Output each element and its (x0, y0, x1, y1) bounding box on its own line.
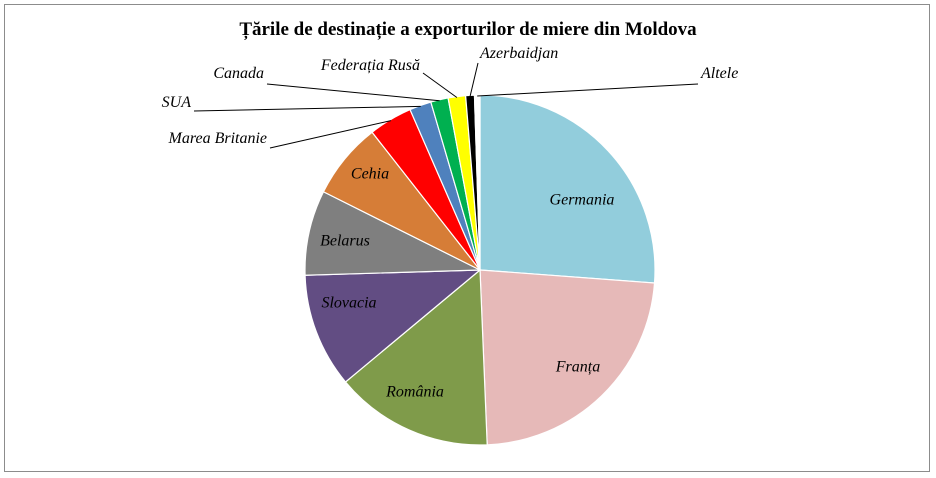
slice-label-azerbaidjan: Azerbaidjan (479, 45, 558, 62)
leader-line-sua (193, 105, 421, 112)
slice-labels: Germania Franța România Slovacia Belarus Cehi… (162, 45, 739, 401)
slice-label-altele: Altele (700, 65, 738, 82)
pie-slice-altele (473, 94, 481, 271)
leader-lines (193, 62, 699, 149)
slice-label-romania: România (385, 384, 444, 401)
pie-slice-franta (479, 269, 656, 446)
slice-label-sua: SUA (162, 94, 192, 111)
pie-slices (304, 94, 656, 446)
leader-line-azerbaidjan (469, 62, 479, 97)
leader-line-altele (477, 83, 699, 97)
slice-label-belarus: Belarus (320, 233, 370, 250)
leader-line-canada (266, 83, 440, 102)
pie-slice-romania (344, 268, 488, 446)
slice-label-cehia: Cehia (351, 166, 389, 183)
pie-slice-germania (479, 94, 656, 284)
slice-label-canada: Canada (213, 65, 264, 82)
slice-label-marea-britanie: Marea Britanie (168, 130, 268, 147)
chart-title: Țările de destinație a exporturilor de m… (239, 19, 697, 40)
leader-line-marea-britanie (269, 120, 392, 149)
slice-label-federatia-rusa: Federația Rusă (320, 57, 420, 74)
slice-label-slovacia: Slovacia (321, 295, 376, 312)
slice-label-franta: Franța (555, 359, 600, 376)
leader-line-federatia-rusa (422, 72, 458, 98)
slice-label-germania: Germania (550, 192, 615, 209)
pie-slice-slovacia (304, 269, 482, 383)
